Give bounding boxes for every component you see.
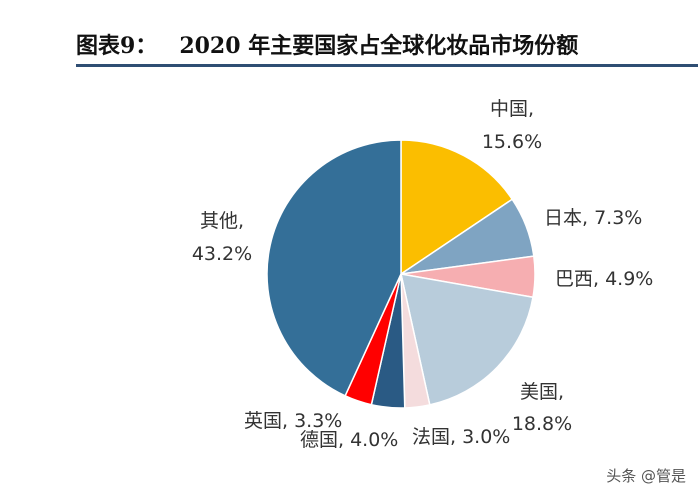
pie-slice-3	[400, 273, 534, 406]
pie-slices	[266, 139, 536, 409]
pie-labels: 中国, 15.6% 日本, 7.3% 巴西, 4.9% 美国, 18.8%法国, 3.0%…	[192, 98, 654, 451]
pie-label-7: 其他, 43.2%	[192, 210, 252, 265]
pie-slice-7	[266, 139, 402, 397]
title-underline	[76, 64, 698, 67]
figure-title: 图表9： 2020 年主要国家占全球化妆品市场份额	[76, 28, 578, 60]
pie-label-2: 巴西, 4.9%	[555, 268, 653, 290]
pie-label-3: 美国, 18.8%	[512, 381, 572, 435]
pie-label-0: 中国, 15.6%	[482, 98, 542, 153]
figure-title-text: 2020 年主要国家占全球化妆品市场份额	[179, 33, 579, 59]
pie-label-4: 法国, 3.0%	[412, 426, 510, 448]
pie-label-1: 日本, 7.3%	[544, 207, 642, 229]
pie-label-6: 英国, 3.3%	[244, 410, 342, 432]
watermark: 头条 @管是	[606, 467, 686, 485]
pie-label-5: 德国, 4.0%	[300, 429, 398, 451]
figure-number: 图表9：	[76, 33, 158, 59]
pie-slice-0	[400, 139, 514, 276]
